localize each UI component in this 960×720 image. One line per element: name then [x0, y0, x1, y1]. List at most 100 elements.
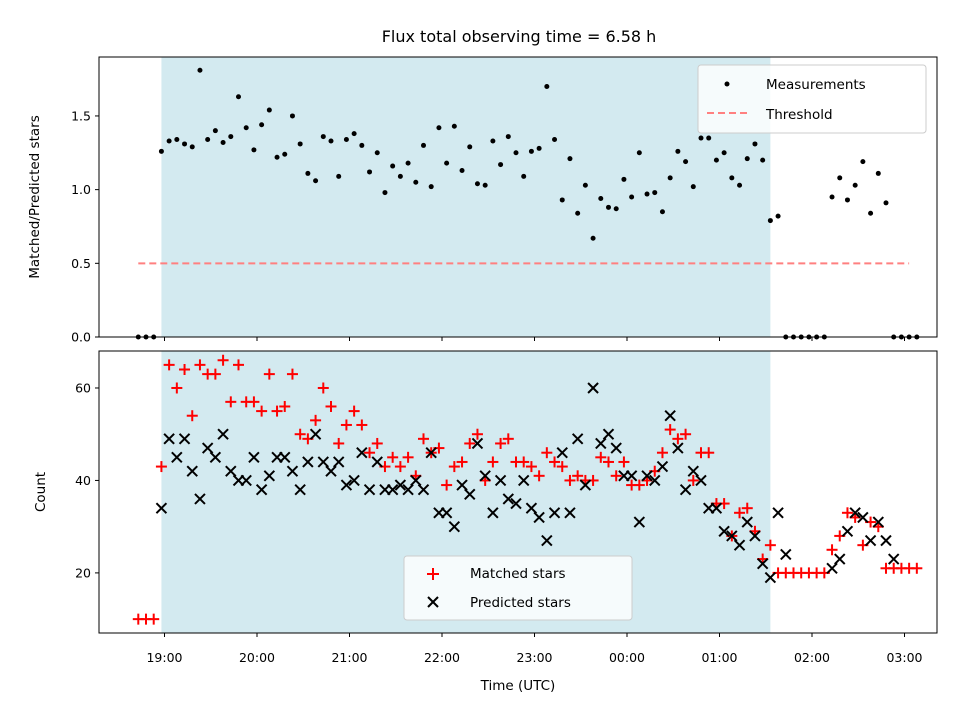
predicted-star-point — [687, 465, 699, 477]
measurement-point — [305, 170, 311, 176]
matched-star-point — [525, 461, 537, 473]
matched-star-point — [155, 461, 167, 473]
y-tick-label: 60 — [75, 380, 91, 395]
y-tick-label: 20 — [75, 565, 91, 580]
measurement-point — [760, 157, 766, 163]
predicted-star-point — [679, 483, 692, 496]
predicted-star-point — [217, 428, 229, 440]
predicted-star-point — [764, 571, 777, 584]
measurement-point — [613, 206, 619, 212]
measurement-point — [351, 131, 357, 137]
top-legend-box — [697, 64, 927, 134]
predicted-star-point — [356, 446, 368, 459]
predicted-star-point — [664, 410, 676, 422]
legend-measurements-label: Measurements — [766, 77, 866, 93]
measurement-point — [197, 67, 203, 73]
measurement-point — [575, 210, 581, 216]
matched-star-point — [371, 437, 383, 449]
predicted-star-point — [294, 483, 306, 496]
measurement-point — [228, 134, 234, 140]
predicted-star-point — [194, 493, 206, 505]
predicted-star-point — [733, 539, 746, 551]
matched-star-point — [841, 507, 853, 519]
predicted-star-point — [857, 511, 869, 524]
predicted-star-point — [494, 474, 507, 487]
predicted-star-point — [888, 553, 900, 565]
predicted-star-point — [510, 497, 522, 510]
matched-star-point — [310, 414, 322, 426]
measurement-point — [636, 150, 642, 156]
measurement-point — [536, 145, 542, 151]
measurement-point — [259, 122, 265, 128]
matched-star-point — [734, 507, 746, 519]
predicted-star-point — [880, 534, 892, 547]
predicted-star-point — [587, 382, 599, 394]
measurement-point — [490, 138, 496, 144]
measurement-point — [467, 144, 473, 150]
measurement-point — [343, 137, 349, 143]
measurement-point — [436, 125, 442, 131]
y-tick-label: 40 — [75, 473, 91, 488]
measurement-point — [644, 191, 650, 197]
top-legend: Measurements Threshold — [697, 64, 927, 134]
measurement-point — [189, 144, 195, 150]
predicted-star-point — [394, 479, 407, 491]
y-tick-label: 1.0 — [71, 182, 91, 197]
matched-star-point — [518, 456, 530, 468]
measurement-point — [544, 83, 550, 89]
predicted-star-point — [841, 525, 854, 538]
matched-star-point — [348, 405, 360, 417]
predicted-star-point — [417, 483, 430, 496]
measurement-point — [690, 184, 696, 190]
measurement-point — [629, 194, 635, 200]
matched-star-point — [741, 502, 753, 514]
predicted-star-point — [641, 470, 653, 482]
matched-star-point — [603, 456, 614, 468]
matched-star-point — [179, 363, 191, 375]
measurement-point — [289, 113, 295, 119]
measurement-point — [212, 128, 218, 134]
predicted-star-point — [178, 433, 191, 445]
predicted-star-point — [633, 516, 646, 528]
predicted-star-point — [502, 493, 514, 505]
matched-star-point — [171, 382, 183, 394]
measurement-point — [474, 181, 480, 187]
predicted-star-point — [348, 474, 360, 487]
measurement-point — [266, 107, 272, 113]
predicted-star-point — [826, 562, 838, 574]
measurement-point — [829, 194, 835, 200]
matched-star-point — [340, 419, 352, 431]
measurement-point — [251, 147, 257, 153]
measurement-point — [837, 175, 843, 181]
matched-star-point — [618, 456, 630, 468]
matched-star-point — [656, 447, 668, 459]
measurement-point — [166, 138, 172, 144]
predicted-star-point — [410, 474, 422, 487]
matched-star-point — [464, 437, 476, 449]
measurement-point — [236, 94, 241, 100]
matched-star-point — [549, 456, 561, 468]
matched-star-point — [502, 433, 514, 445]
predicted-star-point — [625, 470, 638, 482]
predicted-star-point — [726, 530, 738, 542]
predicted-star-point — [741, 516, 753, 528]
matched-star-point — [333, 437, 345, 449]
measurement-point — [706, 135, 712, 141]
measurement-point — [482, 182, 488, 188]
measurement-point — [498, 162, 504, 168]
measurement-point — [683, 159, 689, 165]
predicted-star-point — [756, 557, 769, 570]
legend-threshold-label: Threshold — [765, 107, 833, 123]
bottom-panel-frame — [98, 350, 938, 634]
measurement-point — [598, 195, 604, 201]
matched-star-point — [664, 424, 676, 436]
predicted-star-point — [201, 442, 214, 454]
predicted-star-point — [525, 502, 538, 514]
measurement-point — [659, 209, 665, 215]
predicted-star-point — [864, 534, 877, 547]
bottom-legend: Matched stars Predicted stars — [403, 555, 633, 621]
measurement-point — [220, 139, 226, 145]
matched-star-point — [263, 368, 275, 380]
predicted-star-point — [548, 507, 561, 519]
bottom-legend-box — [403, 555, 633, 621]
